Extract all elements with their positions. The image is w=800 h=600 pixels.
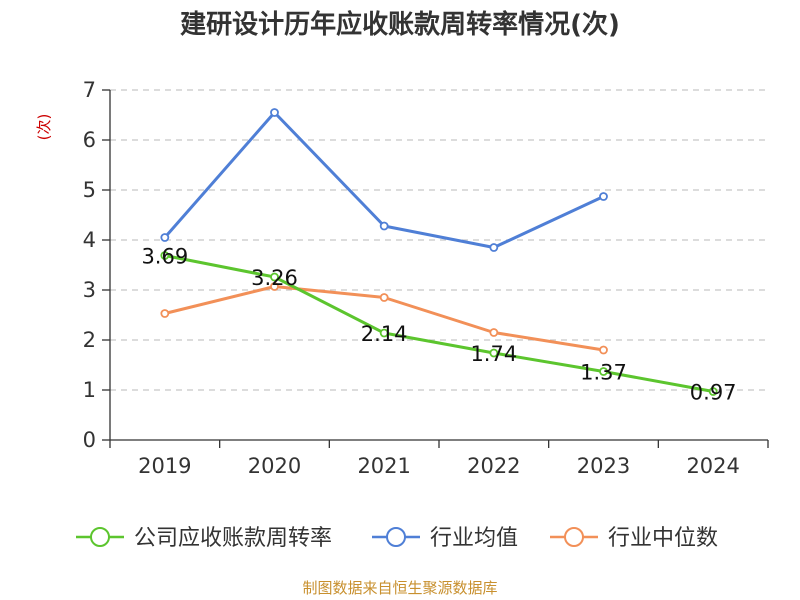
- y-axis-label: (次): [35, 114, 53, 141]
- series-1: [160, 108, 608, 252]
- data-point: [379, 328, 389, 338]
- data-label: 3.69: [141, 245, 188, 269]
- legend-item: 行业中位数: [550, 526, 718, 551]
- data-point: [270, 272, 279, 282]
- y-tick-label: 5: [83, 178, 96, 202]
- data-label: 2.14: [361, 322, 408, 346]
- y-tick-label: 6: [83, 128, 96, 152]
- legend-swatch-marker: [564, 527, 584, 547]
- y-tick-label: 4: [83, 228, 96, 252]
- data-point: [270, 282, 279, 291]
- chart-title: 建研设计历年应收账款周转率情况(次): [180, 9, 620, 40]
- data-point: [599, 345, 608, 355]
- legend-swatch-marker: [90, 527, 110, 547]
- data-label: 1.74: [470, 342, 517, 366]
- y-tick-label: 1: [83, 378, 96, 402]
- data-point: [270, 108, 279, 117]
- data-point: [708, 387, 718, 396]
- grid-lines: [110, 89, 768, 391]
- y-tick-label: 3: [83, 278, 96, 302]
- data-point: [160, 309, 170, 318]
- data-label: 1.37: [580, 361, 627, 385]
- axes: 0 1 2 3 4 5 6 7 2019 2020 2021 2022 2023 2024: [83, 78, 769, 478]
- data-point: [489, 243, 499, 252]
- series-line: [163, 254, 715, 393]
- legend-item: 公司应收账款周转率: [76, 526, 332, 551]
- data-point: [599, 192, 608, 201]
- y-tick-label: 7: [83, 78, 96, 102]
- legend-item: 行业均值: [372, 526, 518, 551]
- data-point: [379, 221, 389, 231]
- series-0: [160, 251, 718, 396]
- x-tick-label: 2021: [357, 454, 410, 478]
- data-labels: 3.69 3.26 2.14 1.74 1.37 0.97: [141, 245, 736, 405]
- data-label: 0.97: [690, 381, 737, 405]
- series-layer: [160, 108, 718, 396]
- x-tick-label: 2019: [138, 454, 191, 478]
- x-tick-label: 2024: [686, 454, 739, 478]
- legend: 公司应收账款周转率 行业均值 行业中位数: [76, 526, 718, 551]
- x-tick-label: 2022: [467, 454, 520, 478]
- legend-swatch-marker: [386, 527, 406, 547]
- data-point: [599, 367, 608, 376]
- y-tick-label: 0: [83, 428, 96, 452]
- data-point: [160, 251, 170, 260]
- source-note: 制图数据来自恒生聚源数据库: [302, 579, 497, 597]
- data-point: [160, 233, 170, 242]
- data-point: [489, 348, 499, 358]
- x-tick-label: 2023: [577, 454, 630, 478]
- series-2: [160, 282, 608, 355]
- legend-label: 公司应收账款周转率: [134, 526, 332, 551]
- legend-label: 行业中位数: [608, 526, 718, 551]
- data-label: 3.26: [251, 266, 298, 290]
- data-point: [489, 328, 499, 337]
- data-point: [379, 293, 389, 302]
- x-tick-label: 2020: [248, 454, 301, 478]
- y-tick-label: 2: [83, 328, 96, 352]
- legend-label: 行业均值: [430, 526, 518, 551]
